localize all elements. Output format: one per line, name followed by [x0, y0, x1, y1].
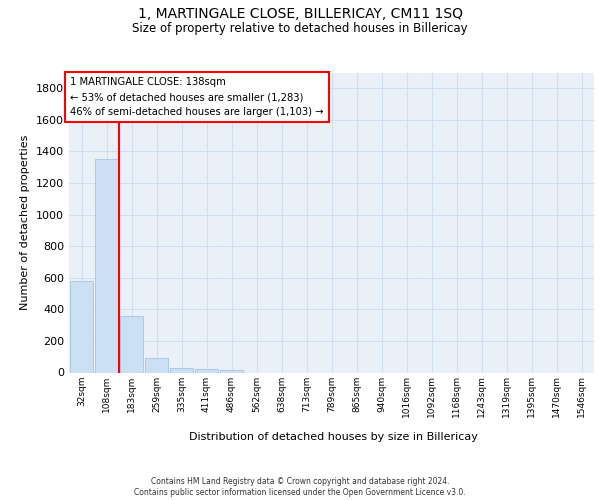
Bar — [195, 370, 218, 372]
Y-axis label: Number of detached properties: Number of detached properties — [20, 135, 31, 310]
Text: Distribution of detached houses by size in Billericay: Distribution of detached houses by size … — [188, 432, 478, 442]
Text: 1, MARTINGALE CLOSE, BILLERICAY, CM11 1SQ: 1, MARTINGALE CLOSE, BILLERICAY, CM11 1S… — [137, 8, 463, 22]
Text: 1 MARTINGALE CLOSE: 138sqm
← 53% of detached houses are smaller (1,283)
46% of s: 1 MARTINGALE CLOSE: 138sqm ← 53% of deta… — [70, 77, 324, 117]
Bar — [220, 370, 243, 372]
Bar — [145, 358, 168, 372]
Bar — [170, 368, 193, 372]
Bar — [70, 281, 93, 372]
Bar — [95, 158, 118, 372]
Text: Contains HM Land Registry data © Crown copyright and database right 2024.
Contai: Contains HM Land Registry data © Crown c… — [134, 478, 466, 497]
Bar — [120, 316, 143, 372]
Text: Size of property relative to detached houses in Billericay: Size of property relative to detached ho… — [132, 22, 468, 35]
